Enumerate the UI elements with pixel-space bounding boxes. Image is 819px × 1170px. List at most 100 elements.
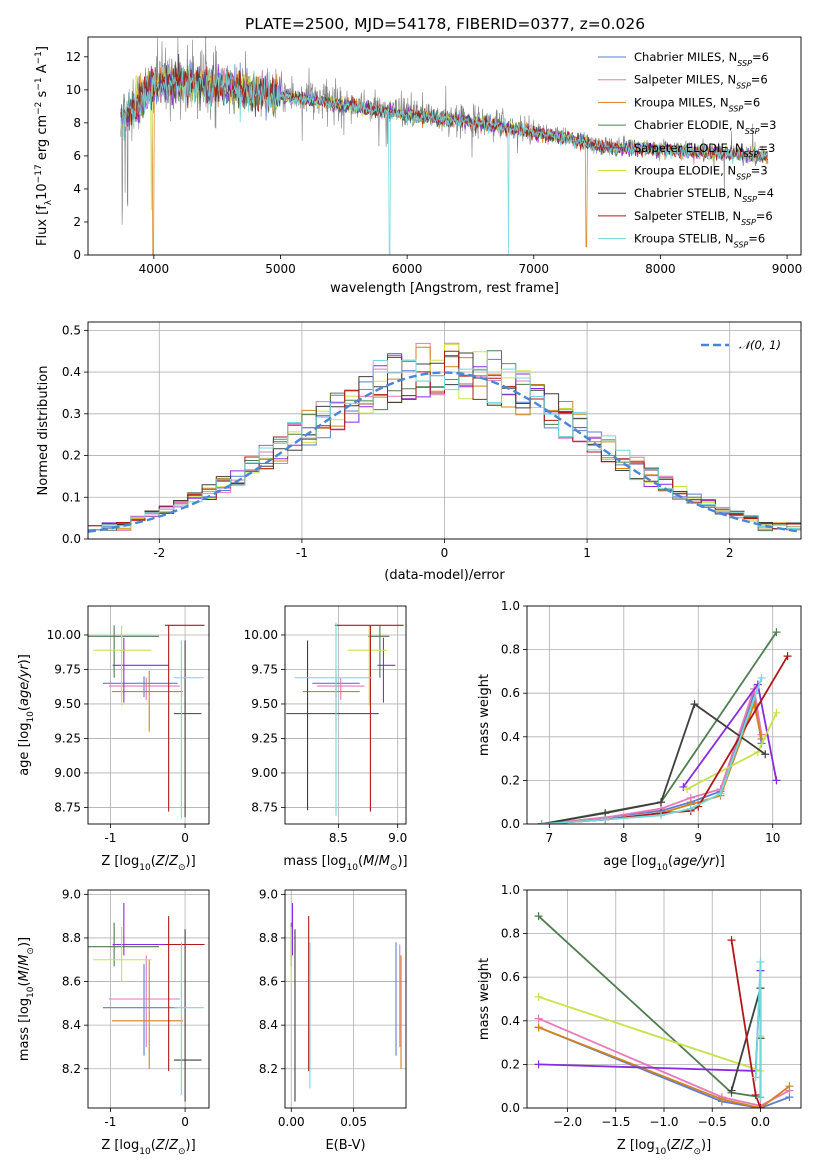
weight-marker	[690, 700, 699, 709]
legend-entry: Kroupa MILES, NSSP=6	[634, 95, 760, 113]
y-axis-label: age [log10(age/yr)]	[17, 654, 36, 776]
y-tick-label: 0.4	[501, 1014, 520, 1028]
weight-marker	[772, 628, 781, 637]
axes-mass-vs-EBV: 0.00 0.05 8.2 8.4 8.6 8.8 9.0 E(B-V)	[259, 887, 407, 1153]
x-tick-label: 7	[546, 831, 554, 845]
y-tick-label: 0.2	[501, 1057, 520, 1071]
weight-line	[538, 1026, 790, 1108]
legend-entry: Salpeter ELODIE, NSSP=3	[634, 141, 775, 159]
axes-frame	[284, 889, 407, 1109]
legend-entry: Chabrier MILES, NSSP=6	[634, 50, 769, 68]
label-part: mass [log	[283, 854, 346, 869]
y-tick-label: 8.75	[54, 800, 81, 814]
label-part: (	[17, 981, 32, 986]
x-tick-label: 9.0	[388, 831, 407, 845]
x-tick-label: 10	[765, 831, 780, 845]
legend-sub: SSP	[741, 217, 756, 226]
x-tick-label: 5000	[265, 262, 296, 276]
weight-marker	[772, 708, 781, 717]
y-tick-label: 6	[73, 149, 81, 163]
x-axis-label: Z [log10(Z/Z⊙)]	[101, 1138, 195, 1157]
label-part: /	[165, 854, 170, 869]
x-tick-label: 7000	[519, 262, 550, 276]
y-tick-label: 8.6	[62, 975, 81, 989]
legend-entry: Salpeter STELIB, NSSP=6	[634, 209, 773, 227]
x-tick-label: −1.5	[601, 1115, 630, 1129]
model-spectrum-line	[120, 53, 768, 163]
legend-label: Kroupa STELIB, N	[634, 232, 734, 246]
weight-marker	[727, 936, 736, 945]
x-tick-label: 9	[694, 831, 702, 845]
legend-sub: SSP	[737, 59, 752, 68]
legend: Chabrier MILES, NSSP=6 Salpeter MILES, NS…	[598, 50, 776, 249]
label-part: M	[17, 970, 32, 981]
y-tick-label: 8.4	[62, 1018, 81, 1032]
axes-frame	[87, 889, 210, 1109]
label-part: age [log	[603, 854, 656, 869]
y-axis-label: Flux [fλ10−17 erg cm−2 s−1 A−1]	[34, 46, 54, 246]
x-axis-label: mass [log10(M/M⊙)]	[283, 854, 407, 873]
legend-label: Kroupa ELODIE, N	[634, 164, 736, 178]
y-axis-label: Normed distribution	[36, 366, 51, 496]
label-part: (	[151, 854, 156, 869]
label-part: Z	[168, 854, 179, 869]
y-tick-label: 0.0	[501, 817, 520, 831]
legend-entry: Salpeter MILES, NSSP=6	[634, 73, 768, 91]
label-part: )]	[397, 854, 407, 869]
weight-marker	[717, 1095, 726, 1104]
axes-weight-vs-Z: −2.0 −1.5 −1.0 −0.5 0.0 0.0 0.2 0.4 0.6 0.8 1.0 Z […	[477, 883, 802, 1157]
label-part: age [log	[17, 723, 32, 776]
legend-entry: Kroupa STELIB, NSSP=6	[634, 232, 765, 250]
x-axis-label: wavelength [Angstrom, rest frame]	[330, 281, 559, 296]
weight-line	[754, 961, 762, 1098]
label-part: /	[680, 1138, 685, 1153]
weight-line	[730, 939, 762, 1108]
axes-frame	[526, 605, 802, 825]
label-part: )]	[186, 1138, 196, 1153]
label-part: ]	[35, 46, 50, 51]
legend-suffix: =4	[757, 186, 774, 200]
x-tick-label: −1.0	[649, 1115, 678, 1129]
y-tick-label: 9.50	[251, 697, 278, 711]
legend-label: Kroupa MILES, N	[634, 95, 729, 109]
weight-marker	[785, 1082, 794, 1091]
label-part: 10	[139, 1147, 151, 1157]
label-part: M	[17, 955, 32, 966]
weight-marker	[683, 785, 692, 794]
label-part: Z [log	[617, 1138, 655, 1153]
label-part: Z	[670, 1138, 681, 1153]
x-tick-label: -1	[104, 1115, 116, 1129]
legend-entry: Chabrier STELIB, NSSP=4	[634, 186, 774, 204]
plot-area-weight-vs-age	[537, 628, 792, 824]
label-part: E(B-V)	[325, 1138, 365, 1153]
y-tick-label: 4	[73, 182, 81, 196]
y-tick-label: 9.50	[54, 697, 81, 711]
x-tick-label: 0.00	[278, 1115, 305, 1129]
label-part: mass weight	[477, 958, 492, 1040]
label-part: Z [log	[101, 1138, 139, 1153]
axes-frame	[87, 321, 802, 540]
x-tick-label: 9000	[772, 262, 803, 276]
y-tick-label: 9.00	[54, 766, 81, 780]
plot-area-mass-vs-EBV	[290, 903, 402, 1102]
y-tick-label: 0.5	[62, 323, 81, 337]
normal-reference-curve	[88, 371, 799, 533]
x-tick-label: 4000	[139, 262, 170, 276]
axes-mass-vs-Z: -1 08.28.48.68.89.0Z [log10(Z/Z⊙)]mass [l…	[17, 887, 210, 1157]
label-part: /	[165, 1138, 170, 1153]
y-tick-label: 8.8	[259, 931, 278, 945]
y-tick-label: 8.6	[259, 975, 278, 989]
label-part: (	[666, 1138, 671, 1153]
label-part: )]	[701, 1138, 711, 1153]
y-tick-label: 8.2	[259, 1062, 278, 1076]
x-axis-label: (data-model)/error	[384, 568, 505, 583]
axes-age-vs-mass: 8.5 9.0 8.75 9.00 9.25 9.50 9.75 10.00 mass [log…	[244, 605, 408, 873]
label-part: s	[35, 90, 50, 101]
label-part: Z	[155, 854, 166, 869]
label-part: age/yr	[17, 663, 32, 706]
label-part: 10	[26, 711, 36, 723]
weight-marker	[783, 652, 792, 661]
label-part: Normed distribution	[36, 366, 51, 496]
